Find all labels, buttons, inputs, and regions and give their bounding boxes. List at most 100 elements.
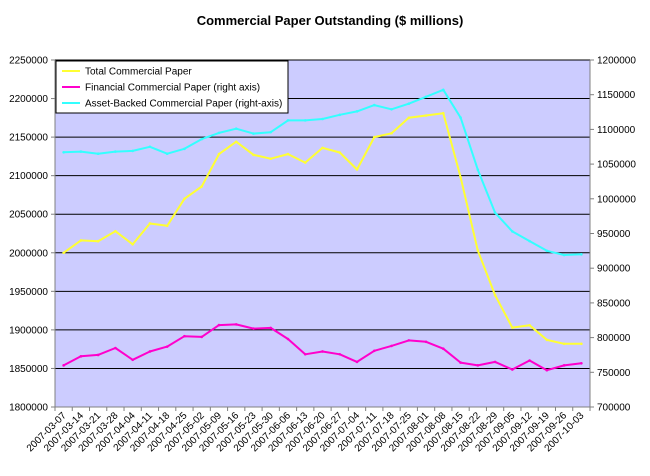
data-point: [183, 148, 186, 151]
right-axis-tick-label: 800000: [597, 333, 631, 344]
left-axis-tick-labels: 1800000 1850000 1900000 1950000 2000000 20500…: [9, 56, 48, 414]
legend-label: Total Commercial Paper: [85, 67, 192, 78]
data-point: [477, 249, 480, 252]
data-point: [407, 102, 410, 105]
legend-label: Financial Commercial Paper (right axis): [85, 83, 260, 94]
right-axis-tick-label: 950000: [597, 229, 631, 240]
data-point: [477, 168, 480, 171]
left-axis-tick-label: 2150000: [9, 133, 48, 144]
left-axis-tick-label: 1900000: [9, 325, 48, 336]
right-axis-tick-label: 750000: [597, 368, 631, 379]
data-point: [580, 362, 583, 365]
data-point: [114, 150, 117, 153]
legend: Total Commercial Paper Financial Commerci…: [56, 61, 288, 113]
data-point: [304, 161, 307, 164]
left-axis-tick-label: 2250000: [9, 56, 48, 67]
data-point: [373, 349, 376, 352]
data-point: [131, 359, 134, 362]
data-point: [390, 345, 393, 348]
data-point: [407, 117, 410, 120]
data-point: [459, 361, 462, 364]
data-point: [580, 253, 583, 256]
data-point: [390, 108, 393, 111]
data-point: [338, 151, 341, 154]
data-point: [425, 340, 428, 343]
chart-title: Commercial Paper Outstanding ($ millions…: [197, 13, 464, 28]
data-point: [338, 114, 341, 117]
data-point: [235, 127, 238, 130]
data-point: [304, 353, 307, 356]
data-point: [425, 95, 428, 98]
data-point: [528, 240, 531, 243]
data-point: [356, 168, 359, 171]
data-point: [200, 138, 203, 141]
right-axis-tick-labels: 700000 750000 800000 850000 900000 950000 1000…: [597, 56, 636, 414]
data-point: [287, 338, 290, 341]
data-point: [373, 136, 376, 139]
data-point: [321, 147, 324, 150]
data-point: [269, 131, 272, 134]
left-axis-tick-label: 2100000: [9, 171, 48, 182]
left-axis-tick-label: 2050000: [9, 210, 48, 221]
left-axis-tick-label: 2000000: [9, 248, 48, 259]
left-axis-tick-label: 1850000: [9, 364, 48, 375]
data-point: [338, 353, 341, 356]
data-point: [218, 132, 221, 135]
data-point: [114, 347, 117, 350]
data-point: [373, 104, 376, 107]
data-point: [546, 250, 549, 253]
data-point: [477, 364, 480, 367]
data-point: [252, 327, 255, 330]
data-point: [252, 132, 255, 135]
data-point: [356, 361, 359, 364]
right-axis-tick-label: 850000: [597, 298, 631, 309]
data-point: [166, 345, 169, 348]
data-point: [62, 364, 65, 367]
data-point: [218, 324, 221, 327]
left-axis-tick-label: 1950000: [9, 287, 48, 298]
x-axis-tick-labels: 2007-03-072007-03-142007-03-212007-03-28…: [25, 410, 587, 454]
data-point: [563, 254, 566, 257]
data-point: [546, 339, 549, 342]
data-point: [511, 368, 514, 371]
data-point: [62, 151, 65, 154]
data-point: [528, 324, 531, 327]
data-point: [287, 119, 290, 122]
data-point: [269, 157, 272, 160]
data-point: [459, 176, 462, 179]
data-point: [252, 154, 255, 157]
data-point: [321, 118, 324, 121]
data-point: [97, 152, 100, 155]
data-point: [442, 347, 445, 350]
left-axis-tick-label: 1800000: [9, 403, 48, 414]
right-axis-tick-label: 1000000: [597, 194, 636, 205]
data-point: [269, 327, 272, 330]
data-point: [321, 350, 324, 353]
right-axis-tick-label: 700000: [597, 403, 631, 414]
right-axis-tick-label: 1200000: [597, 56, 636, 67]
data-point: [183, 198, 186, 201]
legend-label: Asset-Backed Commercial Paper (right-axi…: [85, 99, 282, 110]
data-point: [97, 354, 100, 357]
left-axis-tick-label: 2200000: [9, 94, 48, 105]
data-point: [80, 355, 83, 358]
data-point: [546, 369, 549, 372]
data-point: [528, 359, 531, 362]
data-point: [304, 119, 307, 122]
data-point: [97, 240, 100, 243]
data-point: [407, 339, 410, 342]
data-point: [149, 145, 152, 148]
data-point: [149, 222, 152, 225]
data-point: [494, 294, 497, 297]
data-point: [235, 140, 238, 143]
data-point: [80, 150, 83, 153]
data-point: [390, 132, 393, 135]
data-point: [563, 364, 566, 367]
data-point: [287, 153, 290, 156]
data-point: [563, 342, 566, 345]
data-point: [218, 153, 221, 156]
data-point: [114, 230, 117, 233]
right-axis-tick-label: 1100000: [597, 125, 636, 136]
data-point: [425, 114, 428, 117]
